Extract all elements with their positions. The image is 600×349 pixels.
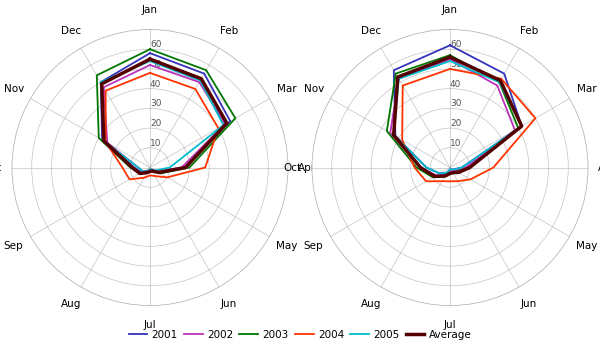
Legend: 2001, 2002, 2003, 2004, 2005, Average: 2001, 2002, 2003, 2004, 2005, Average — [124, 326, 476, 344]
